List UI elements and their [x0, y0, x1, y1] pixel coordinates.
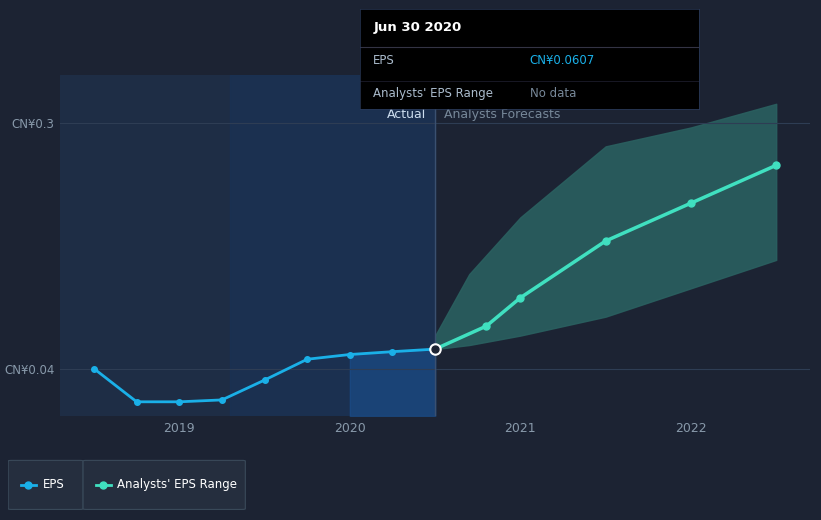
FancyBboxPatch shape [8, 460, 83, 510]
Text: CN¥0.0607: CN¥0.0607 [530, 54, 594, 67]
Text: Actual: Actual [388, 108, 427, 121]
Bar [60, 75, 435, 416]
Text: Analysts' EPS Range: Analysts' EPS Range [117, 478, 237, 491]
Text: EPS: EPS [43, 478, 64, 491]
Bar [231, 75, 435, 416]
Text: Analysts Forecasts: Analysts Forecasts [443, 108, 560, 121]
Text: Jun 30 2020: Jun 30 2020 [374, 21, 461, 34]
Text: Analysts' EPS Range: Analysts' EPS Range [374, 87, 493, 100]
Text: EPS: EPS [374, 54, 395, 67]
Bar [435, 75, 810, 416]
Text: No data: No data [530, 87, 576, 100]
FancyBboxPatch shape [83, 460, 245, 510]
